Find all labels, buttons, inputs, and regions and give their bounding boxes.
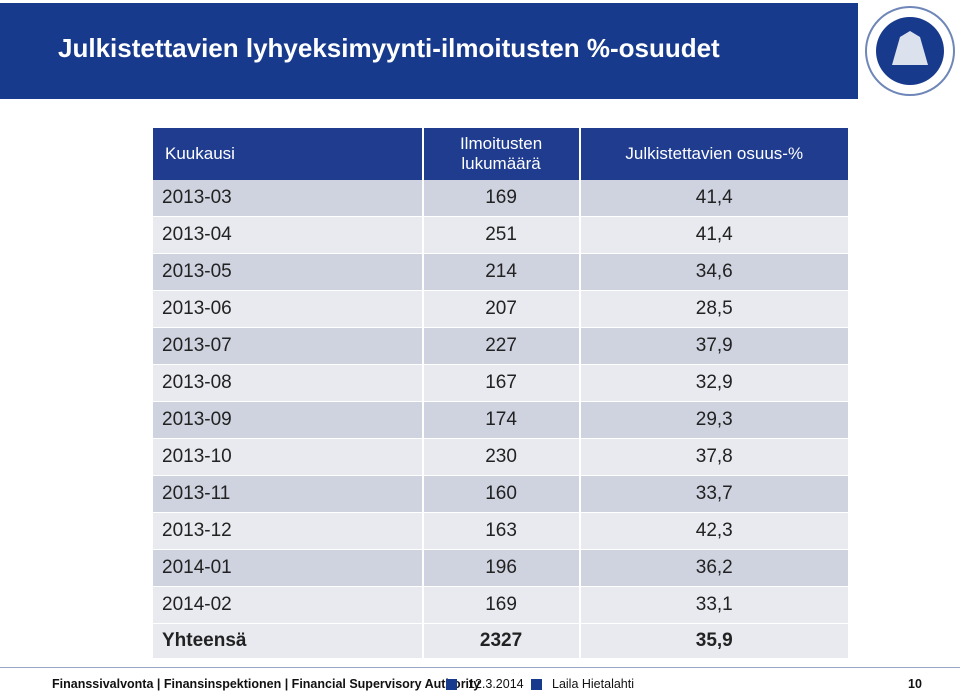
- table-cell: 2013-12: [153, 512, 424, 550]
- table-cell: 2013-05: [153, 253, 424, 291]
- table-row: 2013-11 160 33,7: [153, 475, 848, 513]
- table-cell: 37,8: [579, 438, 848, 476]
- table-row: 2013-08 167 32,9: [153, 364, 848, 402]
- table-cell: 207: [422, 290, 581, 328]
- table-cell: 160: [422, 475, 581, 513]
- table-cell: 230: [422, 438, 581, 476]
- slide-title: Julkistettavien lyhyeksimyynti-ilmoitust…: [58, 33, 720, 63]
- table-cell: 42,3: [579, 512, 848, 550]
- page-number: 10: [908, 677, 922, 691]
- table-cell: 41,4: [579, 180, 848, 217]
- footer-date: 12.3.2014: [468, 677, 524, 691]
- table-cell: 2013-06: [153, 290, 424, 328]
- table-cell: 196: [422, 549, 581, 587]
- table-cell: 2013-11: [153, 475, 424, 513]
- table-cell: 33,1: [579, 586, 848, 624]
- title-bar: [0, 3, 858, 99]
- table-cell: 251: [422, 216, 581, 254]
- table-row: 2013-03 169 41,4: [153, 180, 848, 217]
- footer-square: [446, 679, 457, 690]
- footer-organization: Finanssivalvonta | Finansinspektionen | …: [52, 677, 481, 691]
- table-cell: 29,3: [579, 401, 848, 439]
- table-cell: 41,4: [579, 216, 848, 254]
- table-cell: 167: [422, 364, 581, 402]
- table-cell: 33,7: [579, 475, 848, 513]
- footer-line: [0, 667, 960, 668]
- table-row: 2013-09 174 29,3: [153, 401, 848, 439]
- table-cell: 28,5: [579, 290, 848, 328]
- table-cell: 2014-01: [153, 549, 424, 587]
- table-cell: 36,2: [579, 549, 848, 587]
- logo: [865, 6, 955, 96]
- table-cell: 2013-10: [153, 438, 424, 476]
- table-cell: 169: [422, 180, 581, 217]
- table-cell: 169: [422, 586, 581, 624]
- table-row: 2013-10 230 37,8: [153, 438, 848, 476]
- table-row: 2013-06 207 28,5: [153, 290, 848, 328]
- column-header: Ilmoitusten lukumäärä: [422, 128, 581, 180]
- total-row: Yhteensä 2327 35,9: [153, 623, 848, 659]
- table-cell: 37,9: [579, 327, 848, 365]
- table-cell: 2013-08: [153, 364, 424, 402]
- data-table: Kuukausi Ilmoitusten lukumäärä Julkistetta…: [153, 128, 848, 659]
- table-row: 2014-02 169 33,1: [153, 586, 848, 624]
- table-cell: 174: [422, 401, 581, 439]
- table-row: 2013-07 227 37,9: [153, 327, 848, 365]
- table-cell: 32,9: [579, 364, 848, 402]
- table-cell: 34,6: [579, 253, 848, 291]
- table-cell: 214: [422, 253, 581, 291]
- table-cell: 227: [422, 327, 581, 365]
- table-cell: 2013-04: [153, 216, 424, 254]
- header-row: Kuukausi Ilmoitusten lukumäärä Julkistetta…: [153, 128, 848, 180]
- table-row: 2014-01 196 36,2: [153, 549, 848, 587]
- table-row: 2013-12 163 42,3: [153, 512, 848, 550]
- table-cell: 163: [422, 512, 581, 550]
- table-row: 2013-05 214 34,6: [153, 253, 848, 291]
- footer-square: [531, 679, 542, 690]
- table-cell: 2013-07: [153, 327, 424, 365]
- total-cell: 2327: [422, 623, 581, 659]
- column-header: Kuukausi: [153, 128, 424, 180]
- table-row: 2013-04 251 41,4: [153, 216, 848, 254]
- total-cell: Yhteensä: [153, 623, 424, 659]
- footer-author: Laila Hietalahti: [552, 677, 634, 691]
- table-cell: 2013-03: [153, 180, 424, 217]
- table-cell: 2013-09: [153, 401, 424, 439]
- column-header: Julkistettavien osuus-%: [579, 128, 848, 180]
- table-cell: 2014-02: [153, 586, 424, 624]
- total-cell: 35,9: [579, 623, 848, 659]
